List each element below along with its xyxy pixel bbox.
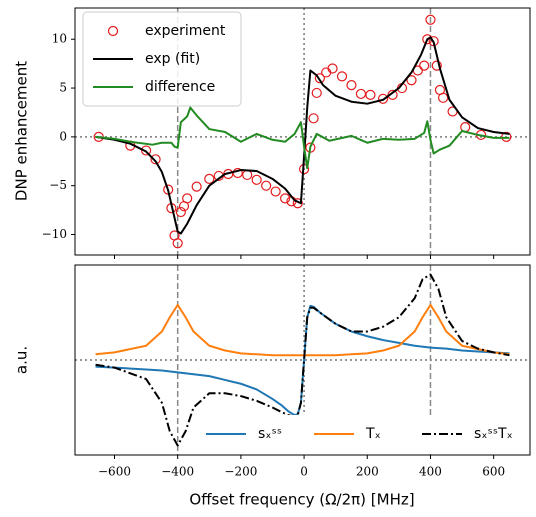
data-point	[172, 238, 183, 249]
data-point	[242, 169, 253, 181]
series-line	[95, 106, 510, 170]
data-point	[431, 60, 442, 71]
data-point	[191, 181, 202, 192]
data-point	[232, 167, 243, 179]
x-tick-label: 600	[482, 465, 505, 479]
axes-frame	[74, 264, 531, 456]
data-point	[419, 60, 430, 71]
x-tick-label: −600	[98, 465, 131, 479]
series-line	[95, 36, 510, 235]
x-tick-label: −200	[224, 465, 257, 479]
data-point	[261, 180, 272, 191]
data-point	[308, 113, 319, 124]
series-line	[95, 304, 510, 417]
y-tick-label: −5	[49, 178, 67, 192]
legend-box	[82, 11, 242, 107]
data-point	[336, 71, 348, 82]
y-tick-label: 0	[59, 129, 67, 143]
data-point	[425, 14, 436, 25]
plot-area	[75, 265, 530, 455]
x-tick-label: 200	[356, 465, 379, 479]
data-point	[314, 73, 325, 84]
data-point	[140, 145, 152, 156]
legend-label: sₓˢˢTₓ	[474, 426, 513, 442]
axes-frame	[74, 7, 531, 256]
data-point	[204, 173, 215, 184]
legend-label: exp (fit)	[145, 51, 200, 67]
data-point	[311, 87, 322, 99]
x-axis-label: Offset frequency (Ω/2π) [MHz]	[189, 491, 414, 509]
data-point	[438, 92, 449, 103]
y-axis-label: DNP enhancement	[13, 61, 31, 201]
data-point	[182, 193, 193, 204]
data-point	[365, 89, 376, 100]
data-point	[280, 193, 291, 204]
data-point	[270, 186, 281, 197]
legend-label: experiment	[145, 23, 226, 39]
series-line	[95, 303, 510, 357]
data-point	[175, 206, 186, 218]
y-tick-label: 10	[52, 32, 67, 46]
data-point	[251, 174, 262, 185]
data-point	[150, 154, 161, 165]
legend-box	[196, 415, 528, 453]
y-tick-label: 5	[59, 81, 67, 95]
y-axis-label: a.u.	[13, 346, 31, 374]
y-tick-label: −10	[42, 227, 67, 241]
legend-marker	[107, 25, 119, 37]
data-point	[377, 93, 389, 104]
x-tick-label: 0	[300, 465, 308, 479]
series-line	[95, 273, 510, 447]
data-point	[355, 88, 367, 100]
legend-label: sₓˢˢ	[258, 426, 282, 442]
x-tick-label: −400	[161, 465, 194, 479]
data-point	[346, 80, 357, 91]
legend-label: difference	[145, 79, 215, 95]
legend-label: Tₓ	[365, 426, 381, 442]
data-point	[292, 198, 303, 209]
data-point	[327, 63, 338, 74]
x-tick-label: 400	[419, 465, 442, 479]
data-point	[406, 75, 417, 86]
